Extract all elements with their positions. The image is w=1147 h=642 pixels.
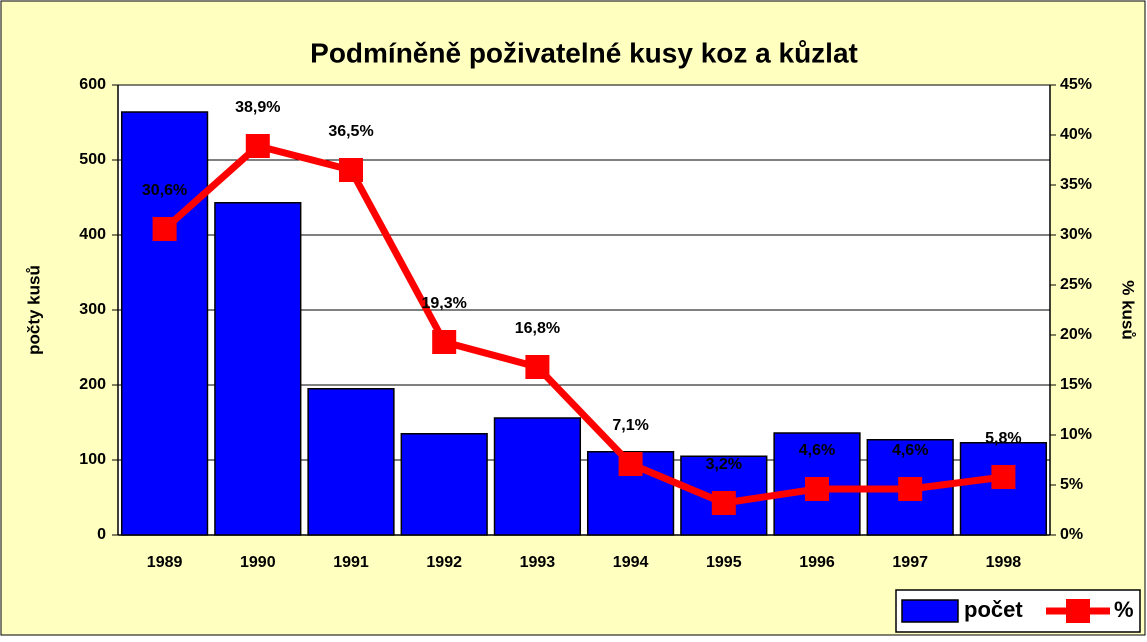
value-label: 19,3%: [422, 295, 467, 312]
marker: [339, 158, 363, 182]
x-tick-label: 1992: [426, 554, 462, 571]
value-label: 7,1%: [612, 417, 648, 434]
marker: [525, 355, 550, 379]
y2-tick-label: 5%: [1060, 476, 1083, 493]
marker: [711, 491, 736, 515]
x-tick-label: 1989: [147, 554, 183, 571]
legend-label: počet: [964, 597, 1023, 622]
legend-swatch: [901, 599, 959, 623]
bar: [493, 417, 582, 536]
x-tick-label: 1997: [892, 554, 928, 571]
bar: [120, 111, 209, 536]
value-label: 4,6%: [799, 442, 835, 459]
y-tick-label: 400: [79, 226, 106, 243]
y2-tick-label: 45%: [1060, 76, 1092, 93]
x-tick-label: 1996: [799, 554, 835, 571]
value-label: 4,6%: [892, 442, 928, 459]
bar: [400, 433, 488, 536]
legend-label: %: [1114, 597, 1134, 622]
y-tick-label: 200: [79, 376, 106, 393]
marker: [245, 134, 270, 158]
x-tick-label: 1994: [613, 554, 649, 571]
x-tick-label: 1998: [986, 554, 1022, 571]
y2-tick-label: 20%: [1060, 326, 1092, 343]
y-tick-label: 100: [79, 451, 106, 468]
y2-tick-label: 40%: [1060, 126, 1092, 143]
value-label: 30,6%: [142, 182, 187, 199]
y2-tick-label: 15%: [1060, 376, 1092, 393]
y2-axis-title: % kusů: [1119, 280, 1138, 340]
bar: [214, 202, 302, 536]
marker: [898, 477, 923, 501]
y-tick-label: 600: [79, 76, 106, 93]
marker: [152, 217, 177, 241]
marker: [991, 465, 1016, 489]
marker: [618, 452, 643, 476]
value-label: 36,5%: [328, 123, 373, 140]
value-label: 5,8%: [985, 430, 1021, 447]
y2-tick-label: 25%: [1060, 276, 1092, 293]
x-tick-label: 1995: [706, 554, 742, 571]
line: [162, 142, 1004, 507]
marker: [805, 477, 829, 501]
bar: [307, 388, 395, 536]
marker: [432, 330, 457, 354]
y2-tick-label: 35%: [1060, 176, 1092, 193]
y2-tick-label: 10%: [1060, 426, 1092, 443]
bar: [773, 432, 861, 536]
y-tick-label: 300: [79, 301, 106, 318]
value-label: 3,2%: [706, 456, 742, 473]
x-tick-label: 1993: [520, 554, 556, 571]
value-label: 16,8%: [515, 320, 560, 337]
x-tick-label: 1990: [240, 554, 276, 571]
y2-tick-label: 0%: [1060, 526, 1083, 543]
legend-marker: [1066, 599, 1090, 623]
chart-title: Podmíněně poživatelné kusy koz a kůzlat: [310, 37, 858, 68]
y-tick-label: 500: [79, 151, 106, 168]
value-label: 38,9%: [235, 99, 280, 116]
y-tick-label: 0: [97, 526, 106, 543]
y-axis-title: počty kusů: [24, 265, 43, 355]
x-tick-label: 1991: [333, 554, 369, 571]
y2-tick-label: 30%: [1060, 226, 1092, 243]
